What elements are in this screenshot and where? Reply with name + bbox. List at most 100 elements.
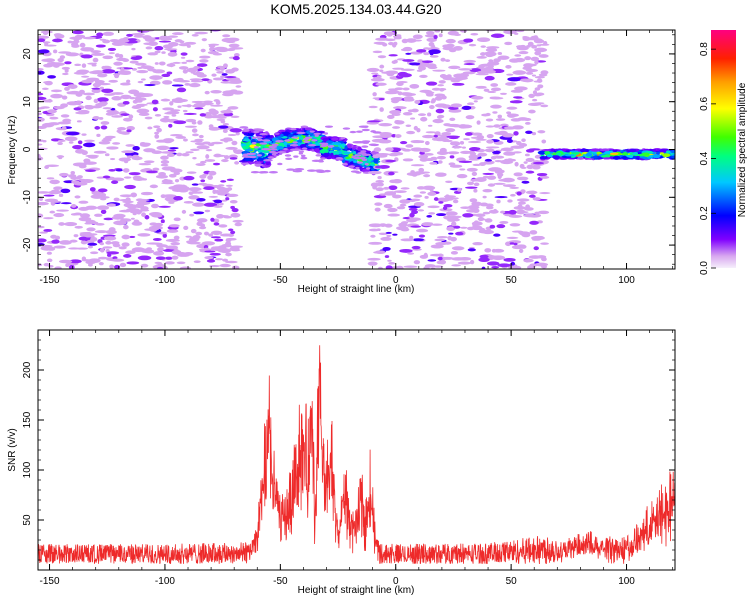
spectrogram-cell <box>225 260 238 264</box>
spectrogram-cell <box>157 262 163 266</box>
spectrogram-cell <box>499 221 509 224</box>
spectrogram-cell <box>533 80 543 83</box>
spectrogram-cell <box>44 80 53 86</box>
spectrogram-cell <box>414 99 421 105</box>
spectrogram-cell <box>218 224 228 228</box>
spectrogram-cell <box>476 120 481 125</box>
spectrogram-cell <box>433 197 439 201</box>
spectrogram-cell <box>392 67 405 70</box>
spectrogram-cell <box>434 136 447 142</box>
spectrogram-cell <box>454 215 462 218</box>
spectrogram-cell <box>393 190 407 193</box>
spectrogram-cell <box>216 47 229 53</box>
spectrogram-cell <box>399 248 413 253</box>
spectrogram-cell <box>209 114 222 119</box>
spectrogram-cell <box>159 117 171 123</box>
spectrogram-cell <box>158 35 170 41</box>
spectrogram-cell <box>385 231 392 234</box>
spectrogram-cell <box>322 137 329 142</box>
spectrogram-cell <box>352 150 357 154</box>
spectrogram-cell <box>113 73 121 76</box>
spectrogram-cell <box>503 126 517 130</box>
spectrogram-cell <box>204 159 216 162</box>
spectrogram-cell <box>188 195 200 200</box>
spectrogram-cell <box>227 106 239 110</box>
spectrogram-cell <box>183 112 197 115</box>
spectrogram-cell <box>78 206 90 211</box>
spectrogram-cell <box>503 30 517 35</box>
spectrogram-cell <box>121 150 135 154</box>
spectrogram-cell <box>149 184 159 189</box>
spectrogram-cell <box>355 166 360 170</box>
spectrogram-cell <box>427 124 433 127</box>
spectrogram-cell <box>564 154 575 157</box>
spectrogram-cell <box>331 137 339 141</box>
spectrogram-cell <box>500 159 514 165</box>
spectrogram-cell <box>471 171 478 177</box>
spectrogram-cell <box>74 195 81 199</box>
spectrogram-cell <box>378 164 390 169</box>
y-tick-label: 100 <box>22 461 33 478</box>
spectrogram-cell <box>314 145 320 148</box>
spectrogram-cell <box>259 132 267 136</box>
spectrogram-cell <box>510 193 516 197</box>
spectrogram-cell <box>443 123 451 127</box>
spectrogram-cell <box>523 117 532 121</box>
spectrogram-cell <box>38 49 50 54</box>
spectrogram-cell <box>43 63 53 68</box>
spectrogram-cell <box>418 154 429 159</box>
spectrogram-cell <box>233 149 244 155</box>
spectrogram-cell <box>534 60 539 65</box>
spectrogram-cell <box>141 212 147 217</box>
spectrogram-cell <box>443 241 452 245</box>
spectrogram-cell <box>118 157 132 162</box>
spectrogram-cell <box>248 161 256 165</box>
spectrogram-cell <box>296 131 306 135</box>
spectrogram-cell <box>494 159 503 163</box>
spectrogram-cell <box>622 152 629 156</box>
spectrogram-cell <box>400 68 415 71</box>
spectrogram-cell <box>516 30 525 33</box>
spectrogram-cell <box>538 236 544 239</box>
spectrogram-cell <box>301 147 308 150</box>
spectrogram-cell <box>516 58 521 61</box>
spectrogram-cell <box>100 209 107 214</box>
spectrogram-cell <box>526 45 531 48</box>
spectrogram-cell <box>470 33 479 36</box>
spectrogram-cell <box>106 146 119 150</box>
spectrogram-cell <box>397 91 403 96</box>
spectrogram-cell <box>397 266 404 269</box>
spectrogram-cell <box>543 40 548 46</box>
spectrogram-cell <box>255 133 260 137</box>
spectrogram-cell <box>372 154 380 159</box>
spectrogram-cell <box>402 59 415 62</box>
spectrogram-cell <box>256 154 263 157</box>
spectrogram-cell <box>418 147 431 153</box>
spectrogram-cell <box>60 202 72 205</box>
spectrogram-cell <box>601 154 611 158</box>
spectrogram-cell <box>370 168 375 171</box>
spectrogram-cell <box>413 194 423 198</box>
spectrogram-cell <box>170 168 183 173</box>
spectrogram-cell <box>469 198 478 203</box>
spectrogram-cell <box>409 235 414 240</box>
spectrogram-cell <box>92 70 104 73</box>
spectrogram-cell <box>524 153 530 157</box>
spectrogram-cell <box>215 258 224 261</box>
spectrogram-cell <box>44 198 58 203</box>
spectrogram-cell <box>158 205 171 208</box>
spectrogram-cell <box>242 158 246 162</box>
spectrogram-cell <box>473 147 481 150</box>
x-tick-label: 0 <box>393 576 399 587</box>
spectrogram-cell <box>100 125 108 130</box>
spectrogram-cell <box>451 246 465 251</box>
spectrogram-cell <box>102 55 114 60</box>
spectrogram-cell <box>451 257 466 261</box>
spectrogram-cell <box>467 248 476 252</box>
spectrogram-cell <box>492 150 501 155</box>
spectrogram-cell <box>577 157 585 160</box>
spectrogram-cell <box>546 154 554 158</box>
spectrogram-cell <box>210 141 224 145</box>
spectrogram-cell <box>186 171 197 174</box>
spectrogram-cell <box>64 86 70 91</box>
